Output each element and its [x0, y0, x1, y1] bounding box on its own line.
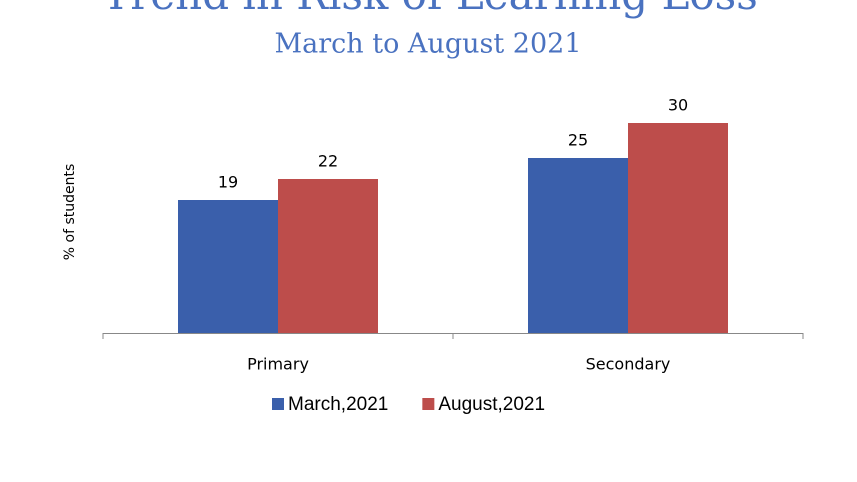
chart-title: Trend in Risk of Learning Loss — [102, 0, 758, 19]
legend-label: March,2021 — [288, 394, 388, 415]
legend-swatch — [422, 398, 435, 410]
data-label: 22 — [318, 152, 338, 171]
x-tick-label: Primary — [247, 355, 309, 374]
bar — [528, 158, 628, 333]
legend-label: August,2021 — [438, 394, 545, 415]
y-axis-label: % of students — [62, 164, 78, 261]
legend-swatch — [272, 398, 284, 410]
bar — [178, 200, 278, 333]
data-label: 25 — [568, 131, 588, 150]
x-tick-label: Secondary — [586, 355, 671, 374]
data-label: 30 — [668, 96, 688, 115]
chart-subtitle: March to August 2021 — [275, 29, 582, 60]
bar — [278, 179, 378, 333]
bar — [628, 123, 728, 333]
data-label: 19 — [218, 173, 238, 192]
